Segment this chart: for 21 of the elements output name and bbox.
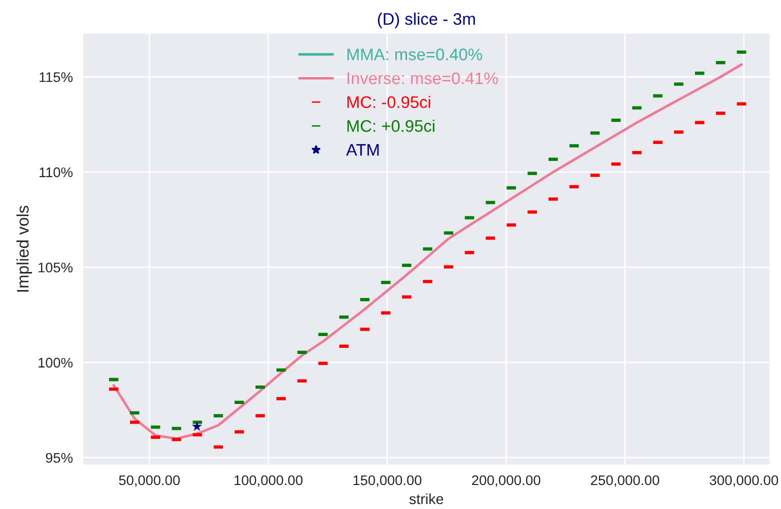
legend-label: ATM bbox=[346, 144, 379, 156]
y-tick-label: 105% bbox=[38, 262, 73, 272]
y-axis-title: Implied vols bbox=[16, 206, 32, 292]
legend-label: MC: -0.95ci bbox=[347, 96, 430, 108]
x-tick-label: 50,000.00 bbox=[119, 475, 180, 487]
x-axis-title: strike bbox=[409, 493, 444, 504]
legend-label: MMA: mse=0.40% bbox=[347, 48, 482, 60]
y-tick-label: 110% bbox=[40, 167, 73, 178]
x-tick-label: 150,000.00 bbox=[353, 475, 422, 487]
chart-title: (D) slice - 3m bbox=[378, 12, 475, 28]
legend-label: MC: +0.95ci bbox=[347, 120, 434, 132]
y-tick-label: 115% bbox=[40, 72, 73, 82]
y-tick-label: 95% bbox=[46, 452, 73, 463]
x-tick-label: 200,000.00 bbox=[472, 475, 540, 487]
x-tick-label: 100,000.00 bbox=[234, 475, 302, 487]
legend-label: Inverse: mse=0.41% bbox=[348, 72, 498, 84]
x-tick-label: 300,000.00 bbox=[710, 475, 778, 487]
y-tick-label: 100% bbox=[38, 358, 73, 368]
x-tick-label: 250,000.00 bbox=[590, 475, 660, 487]
line-series bbox=[112, 63, 743, 440]
point bbox=[192, 421, 202, 431]
